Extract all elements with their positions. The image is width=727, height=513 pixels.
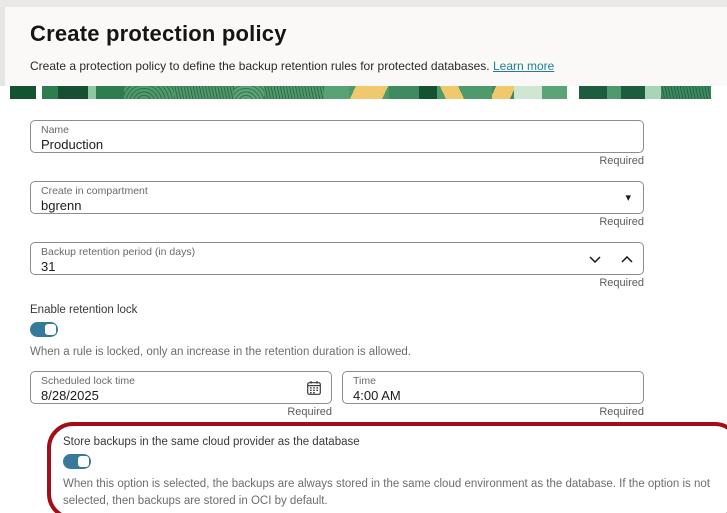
banner-segment [389, 86, 419, 99]
scheduled-lock-time-field[interactable]: Scheduled lock time 8/28/2025 [30, 371, 332, 404]
banner-segment [437, 86, 467, 99]
retention-period-value: 31 [41, 259, 56, 274]
banner-art [0, 86, 717, 99]
banner-segment [579, 86, 607, 99]
banner-segment [174, 86, 234, 99]
banner-segment [621, 86, 645, 99]
name-field-value: Production [41, 137, 104, 152]
banner-segment [124, 86, 174, 99]
banner-segment [542, 86, 567, 99]
banner-segment [10, 86, 36, 99]
retention-period-stepper[interactable]: Backup retention period (in days) 31 [30, 242, 644, 275]
banner-segment [58, 86, 88, 99]
compartment-required-hint: Required [599, 216, 644, 228]
annotation-highlight-circle: Store backups in the same cloud provider… [47, 422, 727, 513]
scheduled-lock-time-label: Scheduled lock time [41, 375, 135, 387]
retention-required-hint: Required [599, 277, 644, 289]
compartment-label: Create in compartment [41, 185, 148, 197]
banner-segment [661, 86, 711, 99]
time-field-label: Time [353, 375, 376, 387]
time-required-hint: Required [599, 406, 644, 418]
banner-segment [0, 86, 10, 99]
learn-more-link[interactable]: Learn more [492, 59, 555, 73]
name-field-label: Name [41, 124, 70, 136]
banner-segment [234, 86, 264, 99]
chevron-down-icon[interactable] [589, 256, 601, 263]
banner-segment [467, 86, 492, 99]
banner-segment [324, 86, 349, 99]
toggle-thumb [77, 455, 90, 468]
banner-segment [492, 86, 514, 99]
banner-segment [96, 86, 124, 99]
retention-period-label: Backup retention period (in days) [41, 246, 196, 258]
name-required-hint: Required [599, 155, 644, 167]
retention-lock-description: When a rule is locked, only an increase … [30, 346, 411, 358]
banner-segment [711, 86, 717, 99]
panel-top-edge [0, 0, 727, 7]
banner-segment [514, 86, 542, 99]
store-backups-toggle[interactable] [63, 454, 91, 469]
banner-segment [88, 86, 96, 99]
banner-segment [645, 86, 661, 99]
store-backups-description: When this option is selected, the backup… [63, 478, 710, 507]
form-area: Name Production Required Create in compa… [0, 99, 727, 513]
retention-lock-toggle[interactable] [30, 322, 58, 337]
time-field-value: 4:00 AM [353, 388, 401, 403]
toggle-thumb [44, 323, 57, 336]
page-subtitle: Create a protection policy to define the… [30, 59, 490, 73]
header: Create protection policy Create a protec… [0, 7, 727, 86]
chevron-up-icon[interactable] [621, 256, 633, 263]
retention-lock-label: Enable retention lock [30, 304, 138, 316]
banner-segment [419, 86, 437, 99]
calendar-icon[interactable] [306, 380, 322, 396]
compartment-value: bgrenn [41, 198, 82, 213]
banner-segment [42, 86, 58, 99]
lock-time-required-hint: Required [287, 406, 332, 418]
banner-segment [607, 86, 621, 99]
scheduled-lock-time-value: 8/28/2025 [41, 388, 99, 403]
banner-segment [264, 86, 324, 99]
compartment-select[interactable]: Create in compartment bgrenn ▾ [30, 181, 644, 214]
caret-down-icon[interactable]: ▾ [625, 192, 631, 204]
banner-segment [36, 86, 42, 99]
page-title: Create protection policy [30, 21, 287, 46]
time-field[interactable]: Time 4:00 AM [342, 371, 644, 404]
banner-segment [567, 86, 579, 99]
banner-segment [349, 86, 389, 99]
store-backups-label: Store backups in the same cloud provider… [63, 436, 360, 448]
name-field[interactable]: Name Production [30, 120, 644, 153]
